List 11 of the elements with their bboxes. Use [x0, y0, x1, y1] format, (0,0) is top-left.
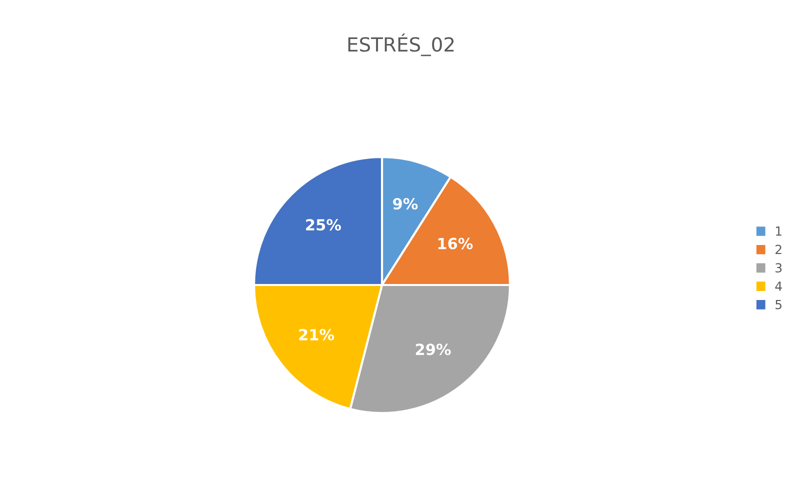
data-label: 29% [416, 344, 451, 356]
data-label: 16% [438, 238, 473, 250]
legend-label: 4 [775, 282, 782, 291]
data-label: 25% [306, 219, 341, 231]
legend-label: 3 [776, 263, 782, 273]
data-label: 9% [393, 198, 418, 210]
legend-label: 2 [776, 244, 782, 254]
chart-title: ESTRÉS_02 [348, 34, 454, 56]
data-label: 21% [299, 328, 334, 340]
legend-label: 5 [776, 300, 782, 310]
legend-label: 1 [776, 226, 782, 236]
